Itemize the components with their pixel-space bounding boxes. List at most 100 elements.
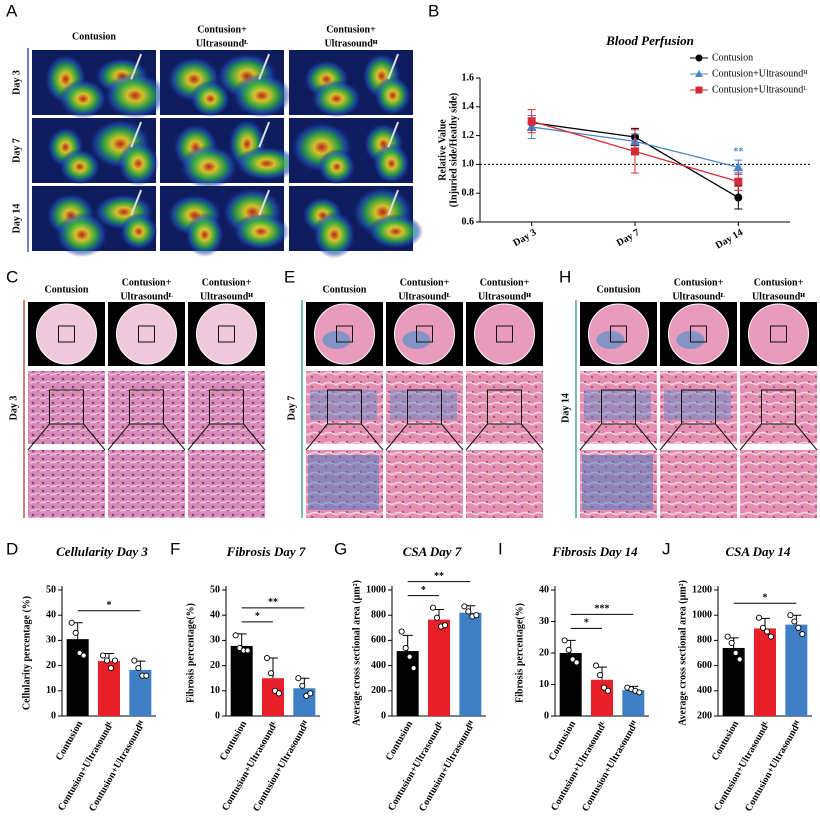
y-tick-label: 400 [697, 685, 712, 696]
x-tick-label: Contusion [547, 719, 579, 763]
bar [622, 690, 645, 716]
y-tick-label: 0 [381, 710, 386, 721]
y-tick-label: 400 [371, 660, 386, 671]
panel-letter: D [6, 539, 18, 558]
zoom-line [739, 423, 762, 451]
chart-title: Cellularity Day 3 [56, 544, 148, 559]
chart-title: CSA Day 7 [403, 544, 462, 559]
data-point [433, 614, 441, 621]
perfusion-blob [117, 140, 159, 187]
data-point [724, 633, 731, 640]
mid-image [466, 371, 543, 444]
chart-title: Blood Perfusion [605, 33, 694, 48]
perfusion-blob [59, 78, 108, 119]
x-tick-label: Contusion [384, 719, 416, 763]
data-point [275, 690, 283, 697]
data-point [799, 631, 806, 638]
zoom-line [385, 423, 408, 451]
y-tick-label: 50 [46, 584, 56, 595]
column-header: Contusion [45, 284, 89, 295]
tissue-section [196, 303, 257, 365]
legend-label: Contusion+Ultrasoundᴴ [712, 68, 808, 79]
y-tick-label: 1000 [366, 584, 386, 595]
column-header: Contusion [323, 284, 367, 295]
row-label: Day 7 [11, 138, 22, 163]
zoom-line [715, 423, 738, 451]
data-point [111, 657, 119, 664]
y-axis-label: Fibrosis percentage(%) [185, 603, 196, 703]
column-header: Contusion+ [754, 277, 804, 288]
legend-marker [695, 54, 703, 62]
data-point [763, 628, 771, 635]
x-tick-label: Contusion [218, 719, 250, 763]
sheen [258, 121, 271, 148]
bar [785, 624, 808, 716]
data-point [68, 619, 75, 626]
sheen [387, 53, 400, 80]
tissue-section [748, 303, 809, 365]
zoom-line [579, 423, 602, 451]
perfusion-blob [367, 214, 424, 249]
mid-image [580, 371, 657, 444]
zoom-line [465, 423, 488, 451]
y-tick-label: 1.2 [462, 130, 475, 141]
chart-title: Fibrosis Day 7 [226, 544, 306, 559]
sheen [130, 189, 143, 216]
row-label: Day 3 [11, 70, 22, 95]
data-point [299, 682, 306, 689]
bar [230, 645, 253, 716]
bar [459, 612, 482, 716]
y-tick-label: 20 [46, 660, 56, 671]
data-point [267, 670, 275, 677]
x-tick-label: Day 14 [714, 227, 745, 251]
perfusion-blob [179, 144, 239, 189]
data-point [759, 624, 767, 631]
data-point [406, 653, 413, 660]
significance: ** [268, 597, 278, 608]
data-point [473, 612, 480, 619]
data-point [604, 687, 612, 694]
perfusion-blob [190, 80, 231, 118]
x-tick-label: Contusion+Ultrasoundᴸ [549, 719, 610, 813]
zoom-line [659, 423, 682, 451]
y-axis-label: (Injuried side/Heathy side) [448, 93, 459, 207]
zoom-box [58, 325, 75, 343]
significance: * [255, 611, 260, 622]
error-bar [236, 633, 247, 646]
zoom-box [49, 389, 84, 425]
y-tick-label: 200 [697, 710, 712, 721]
column-header: Contusion+ [122, 277, 172, 288]
y-tick-label: 600 [371, 635, 386, 646]
bar [129, 669, 152, 716]
bar [98, 661, 120, 716]
significance: * [584, 618, 589, 629]
data-point [307, 690, 314, 697]
data-point [107, 665, 115, 672]
perfusion-blob [373, 143, 410, 184]
fibrosis-area [308, 455, 379, 510]
data-point [561, 637, 568, 644]
fibrosis-area [310, 390, 377, 420]
bottom-image [466, 450, 543, 518]
data-point [755, 614, 763, 621]
fibrosis-area [584, 390, 651, 420]
chart-title: CSA Day 14 [725, 544, 791, 559]
perfusion-blob [232, 212, 290, 251]
bar [428, 619, 450, 716]
y-tick-label: 40 [46, 609, 56, 620]
zoom-line [83, 423, 106, 451]
bar [591, 679, 613, 716]
panel-letter: C [6, 267, 18, 286]
column-header: Ultrasoundᴸ [398, 291, 450, 302]
y-tick-label: 0.6 [462, 216, 475, 227]
y-tick-label: 10 [46, 685, 56, 696]
legend-label: Contusion+Ultrasoundᴸ [712, 84, 807, 95]
marker [734, 193, 743, 202]
panel-letter: H [559, 267, 571, 286]
y-tick-label: 30 [46, 635, 56, 646]
data-point [636, 689, 643, 696]
perfusion-blob [59, 149, 101, 185]
data-point [600, 684, 608, 691]
perfusion-blob [235, 146, 299, 181]
